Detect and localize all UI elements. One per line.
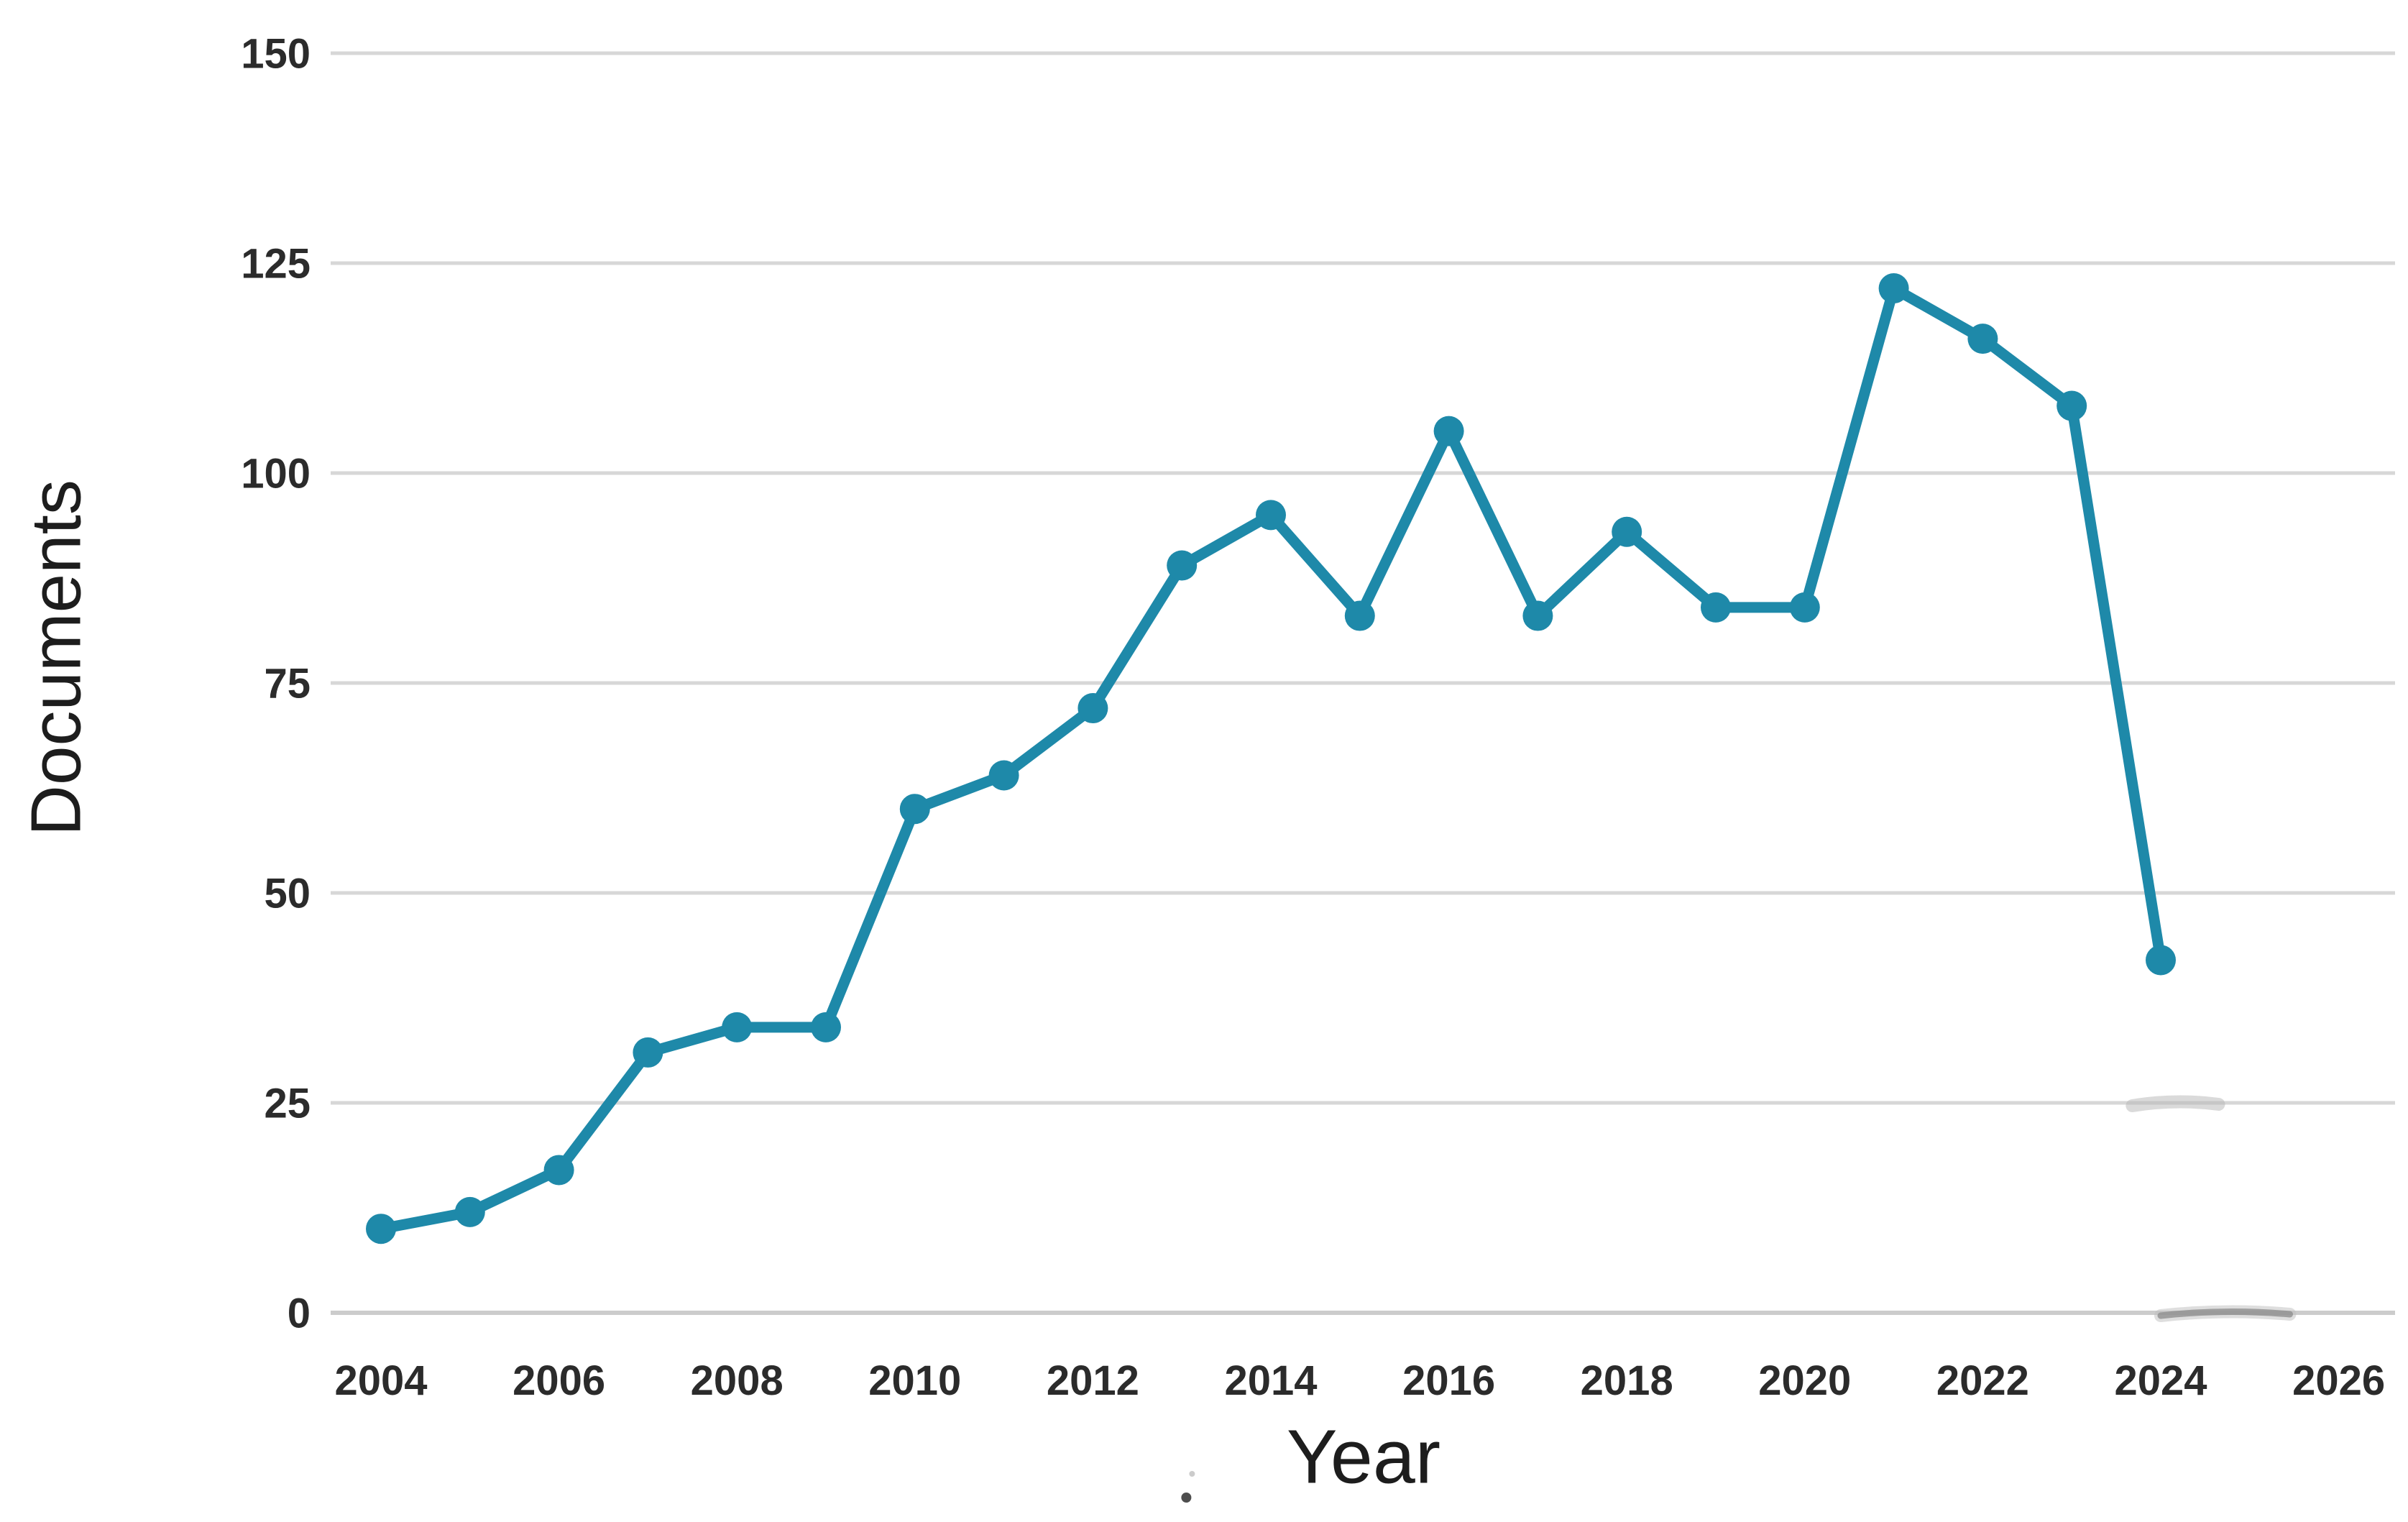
y-tick-label-75: 75 [264,660,311,707]
data-point-2015 [1344,600,1375,631]
data-point-2005 [454,1196,485,1227]
data-point-2017 [1522,600,1553,631]
y-tick-label-0: 0 [288,1290,311,1337]
stray-ink-dot [1181,1493,1192,1503]
x-axis-title: Year [1286,1414,1441,1500]
y-tick-label-125: 125 [241,240,311,287]
x-tick-label-2022: 2022 [1936,1357,2029,1404]
data-point-2012 [1077,693,1108,724]
x-tick-label-2012: 2012 [1047,1357,1139,1404]
data-point-2011 [988,760,1019,791]
x-tick-label-2026: 2026 [2292,1357,2385,1404]
x-tick-label-2008: 2008 [691,1357,783,1404]
data-point-2014 [1256,500,1286,531]
data-point-2018 [1612,516,1642,547]
x-tick-label-2024: 2024 [2114,1357,2207,1404]
data-point-2004 [366,1214,396,1244]
y-tick-label-100: 100 [241,450,311,497]
data-point-2009 [811,1012,841,1042]
data-point-2008 [722,1012,753,1042]
x-tick-label-2010: 2010 [868,1357,961,1404]
y-tick-label-25: 25 [264,1080,311,1127]
y-tick-label-150: 150 [241,30,311,77]
data-point-2023 [2057,390,2087,421]
stray-ink-speck [1189,1471,1195,1477]
data-point-2021 [1878,273,1909,304]
x-tick-label-2020: 2020 [1758,1357,1851,1404]
y-tick-label-50: 50 [264,870,311,917]
x-tick-label-2004: 2004 [334,1357,427,1404]
data-point-2016 [1433,416,1464,446]
data-point-2007 [633,1037,663,1068]
smudge-mark-25-line [2126,1095,2225,1112]
data-point-2022 [1967,324,1998,354]
x-tick-label-2014: 2014 [1224,1357,1317,1404]
y-axis-title: Documents [16,480,96,836]
data-point-2020 [1789,592,1820,623]
smudge-mark-zero-line [2157,1308,2294,1319]
x-tick-label-2006: 2006 [513,1357,605,1404]
data-point-2013 [1167,550,1198,581]
x-tick-label-2018: 2018 [1581,1357,1673,1404]
x-tick-label-2016: 2016 [1402,1357,1495,1404]
documents-trend-line [375,283,2166,1234]
data-point-2024 [2146,945,2176,976]
data-point-2006 [543,1155,574,1186]
data-point-2010 [899,794,930,825]
data-point-2019 [1701,592,1731,623]
